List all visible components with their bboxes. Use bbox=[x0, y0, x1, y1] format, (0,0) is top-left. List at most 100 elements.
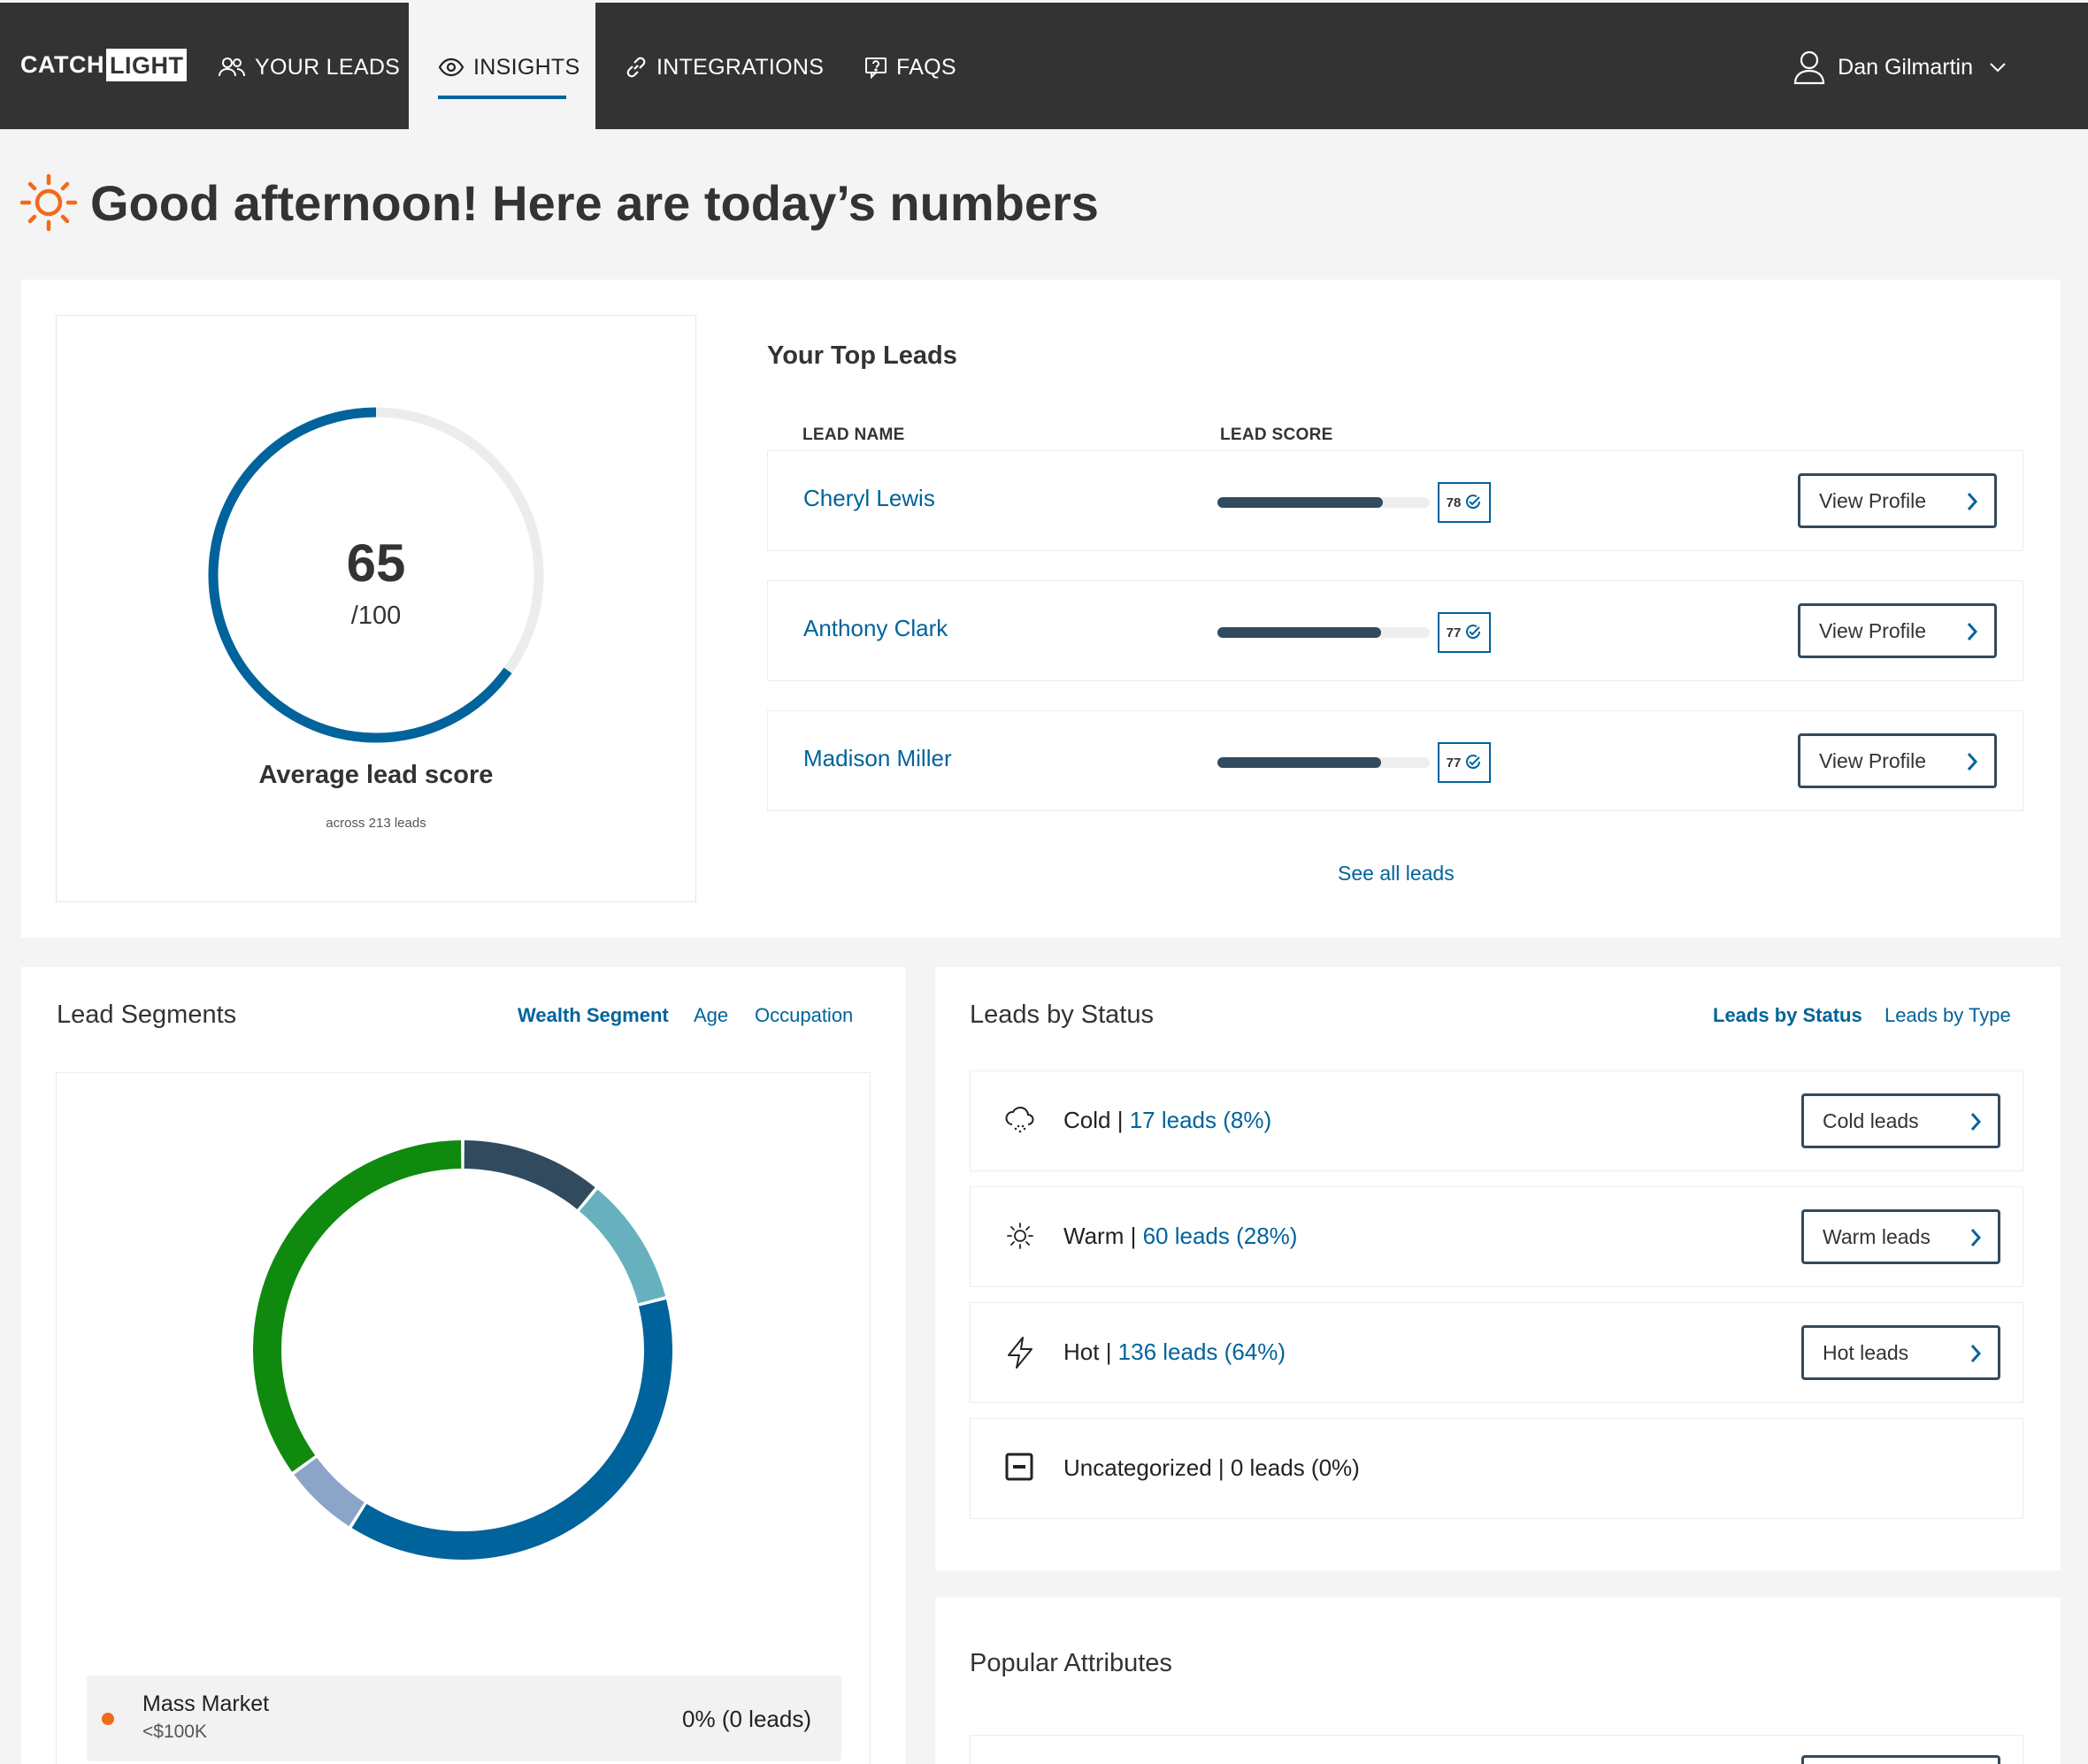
donut-segment[interactable] bbox=[464, 1140, 595, 1210]
lightning-icon bbox=[1008, 1337, 1032, 1369]
view-profile-button[interactable]: View Profile bbox=[1798, 473, 1997, 528]
chevron-right-icon bbox=[1967, 493, 1978, 510]
catchlight-logo[interactable]: CATCH LIGHT bbox=[20, 40, 188, 89]
logo-text-catch: CATCH bbox=[20, 50, 104, 78]
popular-attributes-title: Popular Attributes bbox=[970, 1649, 1172, 1677]
lead-score-badge: 78 bbox=[1438, 482, 1491, 523]
legend-value: 0% (0 leads) bbox=[682, 1706, 811, 1732]
cloud-icon bbox=[1005, 1107, 1034, 1133]
lead-score-bar-fill bbox=[1217, 497, 1384, 508]
lead-segments-card bbox=[21, 967, 905, 1764]
tab-wealth-segment[interactable]: Wealth Segment bbox=[518, 1004, 669, 1026]
column-header-lead-name: LEAD NAME bbox=[802, 426, 905, 444]
status-text-hot: Hot | 136 leads (64%) bbox=[1063, 1338, 1286, 1365]
nav-faqs-label: FAQS bbox=[896, 54, 956, 80]
warm-leads-button[interactable]: Warm leads bbox=[1801, 1209, 2000, 1264]
status-label: Warm bbox=[1063, 1223, 1125, 1249]
average-score-denominator: /100 bbox=[350, 602, 402, 630]
status-label: Hot bbox=[1063, 1338, 1100, 1365]
status-count-link[interactable]: 17 leads (8%) bbox=[1129, 1107, 1272, 1133]
legend-name: Mass Market bbox=[142, 1691, 270, 1716]
cold-leads-button[interactable]: Cold leads bbox=[1801, 1093, 2000, 1148]
user-menu[interactable]: Dan Gilmartin bbox=[1793, 3, 2019, 132]
status-count-link[interactable]: 136 leads (64%) bbox=[1117, 1338, 1286, 1365]
chevron-right-icon bbox=[1967, 753, 1978, 771]
status-row-uncategorized: Uncategorized | 0 leads (0%) bbox=[970, 1418, 2023, 1519]
greeting: Good afternoon! Here are today’s numbers bbox=[19, 173, 1099, 232]
chevron-right-icon bbox=[1970, 1229, 1982, 1246]
status-text-cold: Cold | 17 leads (8%) bbox=[1063, 1107, 1272, 1133]
button-label: Hot leads bbox=[1823, 1340, 1909, 1364]
lead-row: Madison Miller 77 View Profile bbox=[767, 710, 2023, 811]
see-all-leads-link[interactable]: See all leads bbox=[1338, 862, 1455, 885]
status-text-warm: Warm | 60 leads (28%) bbox=[1063, 1223, 1298, 1249]
nav-integrations-label: INTEGRATIONS bbox=[656, 54, 825, 80]
lead-score-bar bbox=[1217, 497, 1430, 508]
lead-row: Anthony Clark 77 View Profile bbox=[767, 580, 2023, 681]
tab-leads-by-status[interactable]: Leads by Status bbox=[1713, 1004, 1862, 1026]
check-circle-icon bbox=[1466, 755, 1481, 770]
nav-insights-label: INSIGHTS bbox=[473, 54, 580, 80]
tab-occupation[interactable]: Occupation bbox=[755, 1004, 854, 1026]
tab-leads-by-type[interactable]: Leads by Type bbox=[1885, 1004, 2011, 1026]
wealth-segment-donut bbox=[253, 1140, 672, 1560]
status-label: Uncategorized bbox=[1063, 1454, 1212, 1481]
button-label: Warm leads bbox=[1823, 1224, 1931, 1248]
status-row-cold: Cold | 17 leads (8%) Cold leads bbox=[970, 1070, 2023, 1171]
sun-icon bbox=[19, 173, 78, 232]
average-score-panel: 65 /100 Average lead score across 213 le… bbox=[56, 315, 696, 902]
lead-segments-title: Lead Segments bbox=[57, 1001, 237, 1029]
lead-score-value: 78 bbox=[1446, 495, 1462, 510]
nav-insights[interactable]: INSIGHTS bbox=[409, 3, 595, 132]
nav-faqs[interactable]: FAQS bbox=[864, 3, 956, 132]
score-ring bbox=[208, 407, 544, 743]
score-ring-progress bbox=[208, 407, 544, 743]
top-navigation: CATCH LIGHT YOUR LEADS INSIGHTS INTEGRATI… bbox=[0, 0, 2088, 132]
view-profile-button[interactable]: View Profile bbox=[1798, 603, 1997, 658]
lead-name-link[interactable]: Cheryl Lewis bbox=[803, 485, 935, 511]
eye-icon bbox=[438, 58, 464, 77]
nav-integrations[interactable]: INTEGRATIONS bbox=[625, 3, 824, 132]
segment-chart-panel bbox=[56, 1072, 871, 1764]
status-text-uncategorized: Uncategorized | 0 leads (0%) bbox=[1063, 1454, 1360, 1481]
nav-your-leads[interactable]: YOUR LEADS bbox=[218, 3, 400, 132]
status-count-link[interactable]: 60 leads (28%) bbox=[1142, 1223, 1298, 1249]
chevron-right-icon bbox=[1970, 1113, 1982, 1131]
lead-name-link[interactable]: Anthony Clark bbox=[803, 615, 948, 641]
help-chat-icon bbox=[865, 58, 887, 79]
chevron-right-icon bbox=[1970, 1345, 1982, 1362]
legend-item-mass-market[interactable]: Mass Market <$100K 0% (0 leads) bbox=[87, 1676, 841, 1761]
lead-score-bar-fill bbox=[1217, 627, 1381, 638]
page-title: Good afternoon! Here are today’s numbers bbox=[90, 174, 1099, 231]
donut-segment[interactable] bbox=[579, 1189, 666, 1304]
lead-score-badge: 77 bbox=[1438, 742, 1491, 783]
lead-name-link[interactable]: Madison Miller bbox=[803, 745, 952, 771]
lead-score-value: 77 bbox=[1446, 755, 1462, 771]
hot-leads-button[interactable]: Hot leads bbox=[1801, 1325, 2000, 1380]
nav-your-leads-label: YOUR LEADS bbox=[255, 54, 401, 80]
view-profile-button[interactable]: View Profile bbox=[1798, 733, 1997, 788]
minus-box-icon bbox=[1005, 1453, 1033, 1481]
tab-age[interactable]: Age bbox=[694, 1004, 729, 1026]
legend-color-dot bbox=[102, 1713, 114, 1725]
donut-segment[interactable] bbox=[351, 1299, 672, 1560]
lead-row: Cheryl Lewis 78 View Profile bbox=[767, 450, 2023, 551]
chevron-right-icon bbox=[1967, 623, 1978, 640]
status-row-warm: Warm | 60 leads (28%) Warm leads bbox=[970, 1186, 2023, 1287]
button-label: View Profile bbox=[1819, 748, 1927, 772]
top-leads-title: Your Top Leads bbox=[767, 341, 957, 370]
lead-score-bar bbox=[1217, 627, 1430, 638]
attribute-button[interactable] bbox=[1801, 1755, 2000, 1764]
donut-segment[interactable] bbox=[294, 1457, 365, 1527]
column-header-lead-score: LEAD SCORE bbox=[1220, 426, 1333, 444]
average-score-value: 65 bbox=[346, 533, 406, 593]
attribute-row bbox=[970, 1735, 2023, 1764]
donut-segment[interactable] bbox=[253, 1140, 462, 1472]
lead-score-badge: 77 bbox=[1438, 612, 1491, 653]
chevron-down-icon bbox=[1990, 63, 2006, 73]
button-label: Cold leads bbox=[1823, 1108, 1919, 1132]
average-score-label: Average lead score bbox=[258, 761, 494, 789]
link-icon bbox=[626, 57, 646, 78]
logo-text-light: LIGHT bbox=[105, 48, 188, 81]
user-name: Dan Gilmartin bbox=[1838, 54, 1973, 80]
